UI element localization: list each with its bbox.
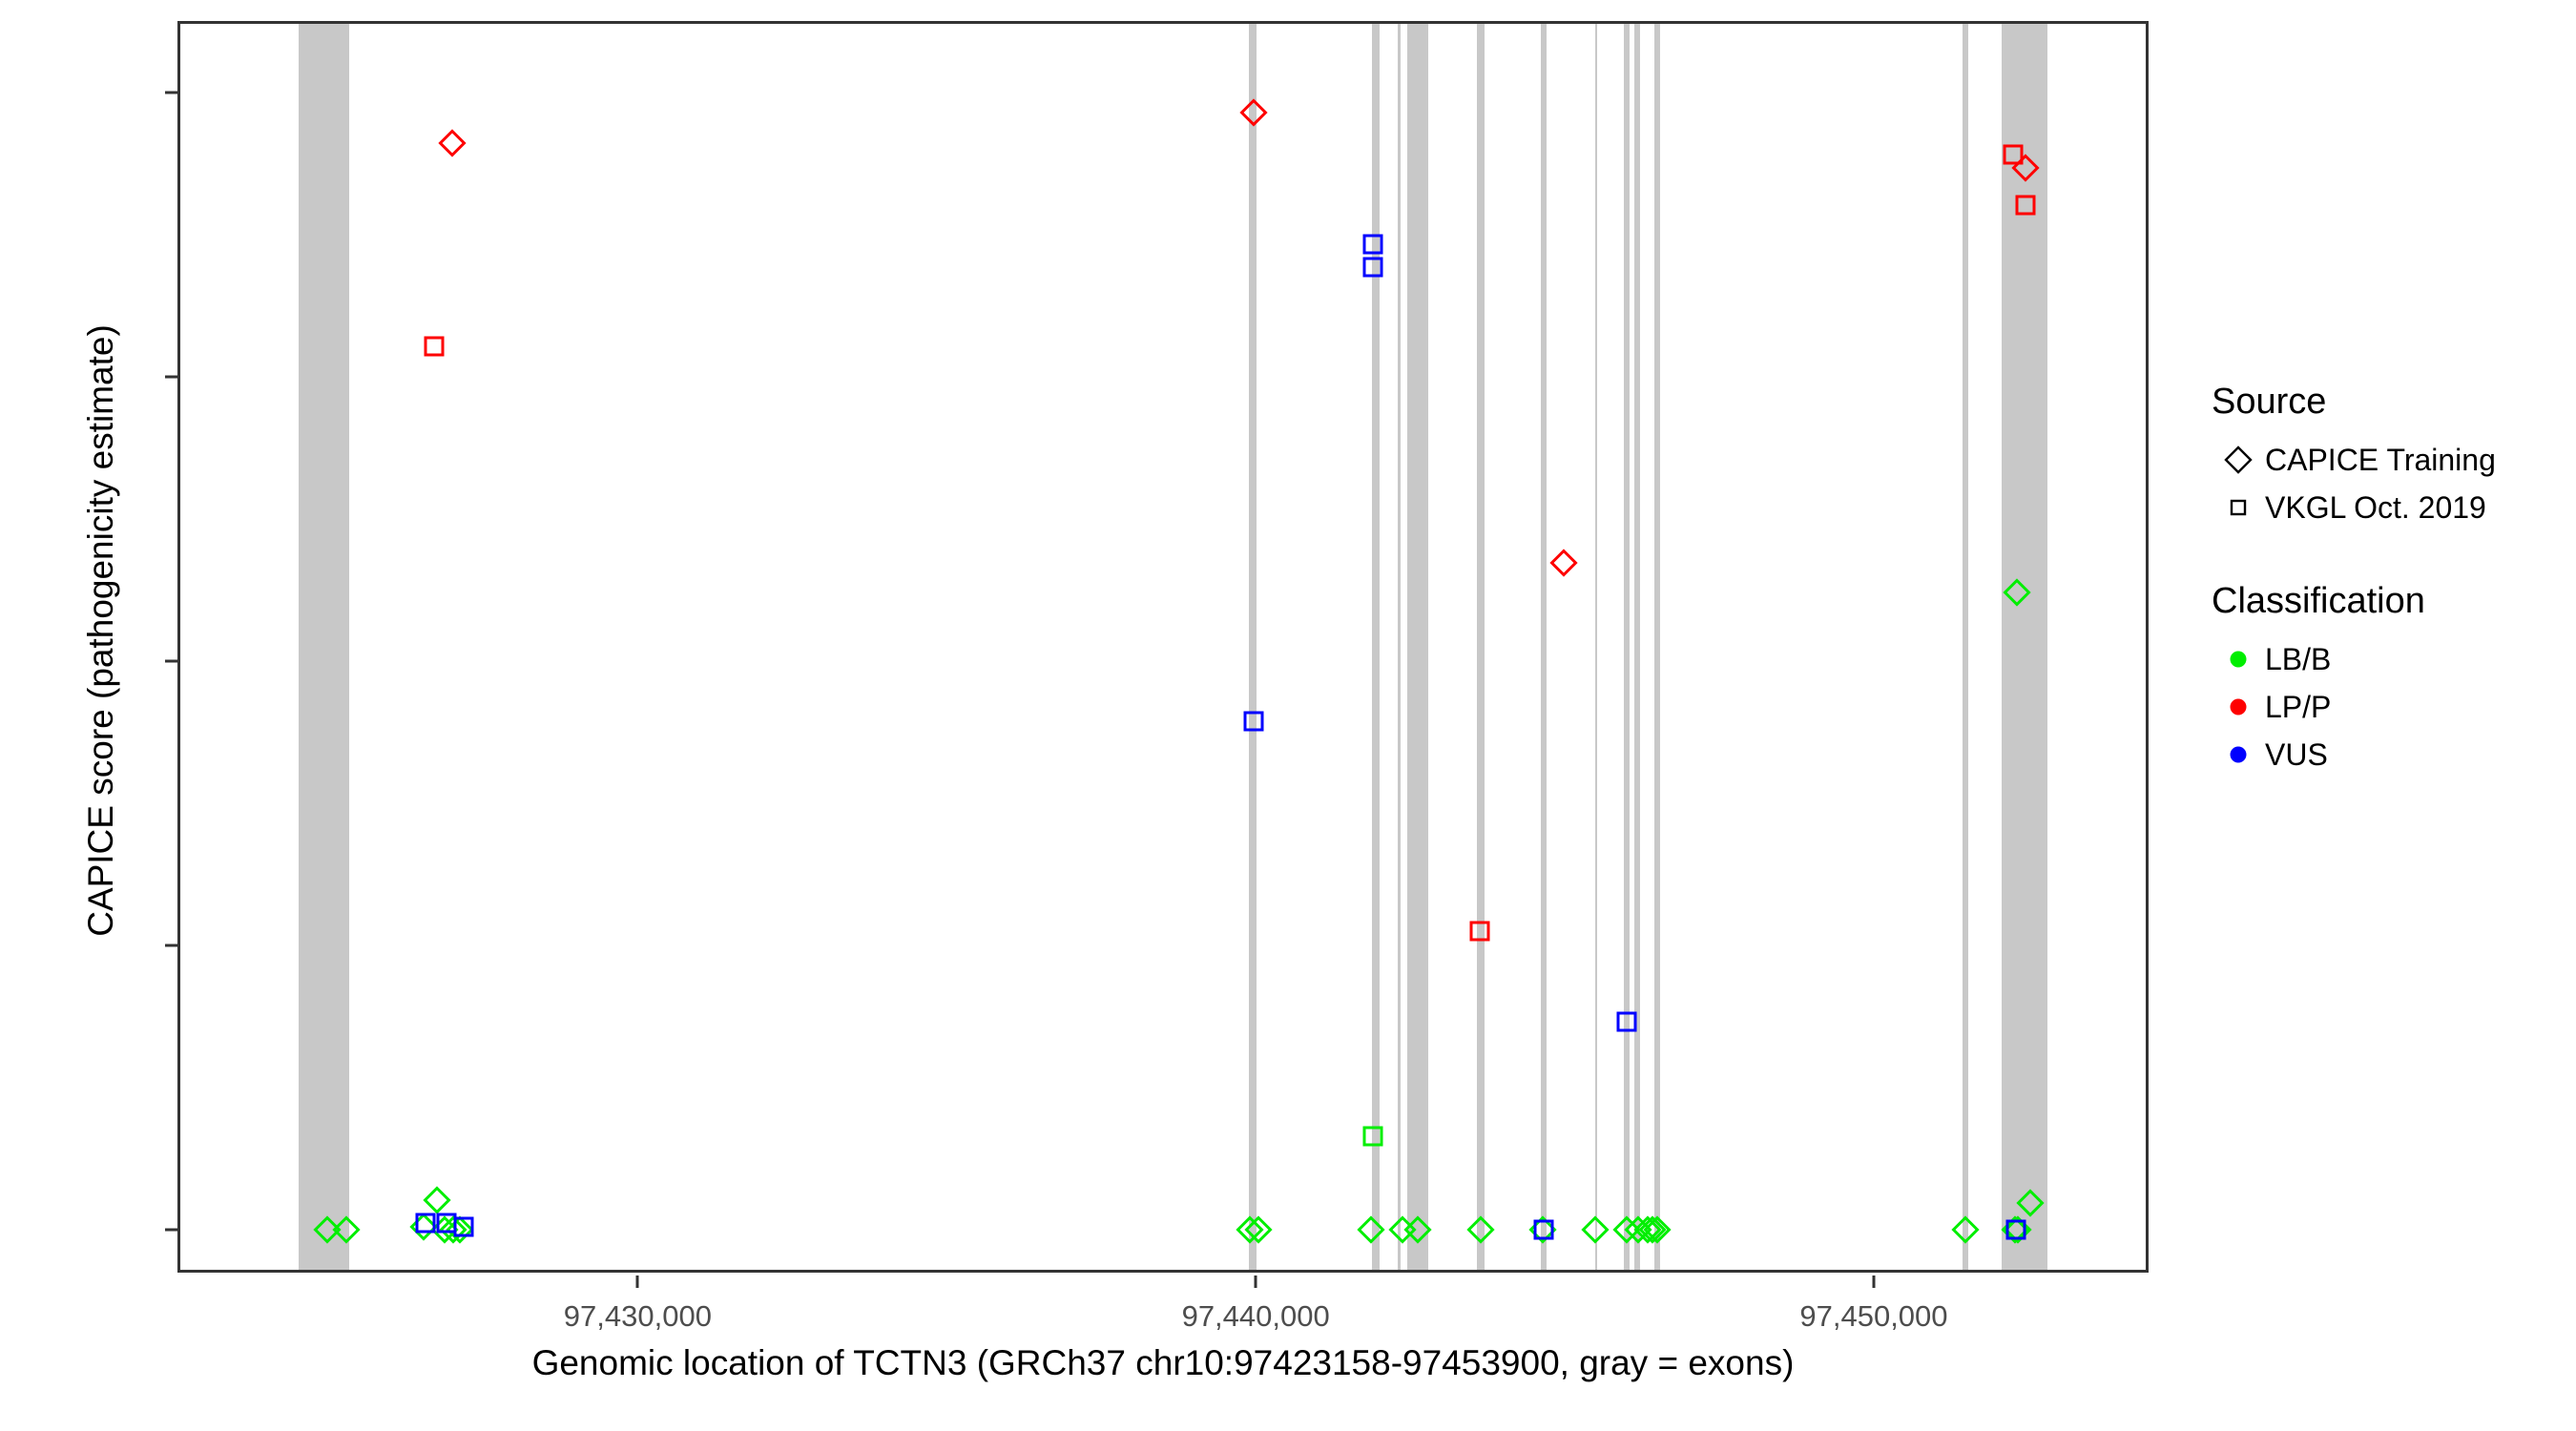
exon-band <box>1540 24 1547 1270</box>
data-point[interactable] <box>1611 1006 1642 1037</box>
data-point[interactable] <box>1402 1214 1433 1245</box>
data-point[interactable] <box>1548 548 1579 578</box>
data-point[interactable] <box>1235 1214 1265 1245</box>
y-axis-title: CAPICE score (pathogenicity estimate) <box>81 324 120 937</box>
data-point[interactable] <box>438 1214 468 1245</box>
legend-label-vus: VUS <box>2265 736 2328 772</box>
legend-label-lp-p: LP/P <box>2265 689 2332 724</box>
data-point[interactable] <box>422 1185 452 1215</box>
x-tick-label: 97,440,000 <box>1181 1299 1330 1333</box>
legend-group-source: Source CAPICE Training VKGL Oct. 2019 <box>2212 382 2565 531</box>
data-point[interactable] <box>1632 1214 1663 1245</box>
legend-item-capice-training[interactable]: CAPICE Training <box>2212 436 2565 484</box>
data-point[interactable] <box>1637 1214 1668 1245</box>
y-tick-mark <box>165 375 177 379</box>
x-tick-mark <box>635 1275 639 1288</box>
data-point[interactable] <box>410 1208 441 1238</box>
x-tick-label: 97,450,000 <box>1799 1299 1948 1333</box>
legend-group-classification: Classification LB/B LP/P <box>2212 581 2565 778</box>
x-tick-mark <box>1872 1275 1876 1288</box>
data-point[interactable] <box>312 1214 343 1245</box>
y-tick-mark <box>165 91 177 94</box>
exon-band <box>1624 24 1631 1270</box>
y-tick-mark <box>165 1228 177 1232</box>
diamond-icon <box>2212 444 2265 476</box>
exon-band <box>1477 24 1485 1270</box>
legend-title-classification: Classification <box>2212 581 2425 621</box>
data-point[interactable] <box>2015 1188 2046 1218</box>
y-tick-mark <box>165 659 177 663</box>
data-point[interactable] <box>1243 1214 1274 1245</box>
exon-band <box>2002 24 2047 1270</box>
data-point[interactable] <box>1238 706 1269 736</box>
plot-area <box>177 21 2149 1273</box>
data-point[interactable] <box>1356 1214 1386 1245</box>
data-point[interactable] <box>1950 1214 1981 1245</box>
data-point[interactable] <box>331 1214 362 1245</box>
circle-icon-lb-b <box>2212 643 2265 675</box>
exon-band <box>1594 24 1598 1270</box>
data-point[interactable] <box>2010 190 2041 220</box>
x-tick-mark <box>1254 1275 1257 1288</box>
x-tick-label: 97,430,000 <box>563 1299 712 1333</box>
exon-band <box>298 24 350 1270</box>
data-point[interactable] <box>437 128 467 158</box>
data-point[interactable] <box>448 1212 479 1242</box>
exon-band <box>1249 24 1257 1270</box>
exon-band <box>1406 24 1428 1270</box>
circle-icon-vus <box>2212 738 2265 771</box>
legend-title-source: Source <box>2212 382 2327 422</box>
x-axis-title: Genomic location of TCTN3 (GRCh37 chr10:… <box>531 1343 1795 1382</box>
data-point[interactable] <box>1465 1214 1496 1245</box>
square-icon <box>2212 491 2265 524</box>
exon-band <box>1654 24 1660 1270</box>
data-point[interactable] <box>1358 229 1388 259</box>
exon-band <box>1963 24 1969 1270</box>
exon-band <box>1634 24 1641 1270</box>
legend-label-lb-b: LB/B <box>2265 641 2332 676</box>
legend-item-lp-p[interactable]: LP/P <box>2212 683 2565 731</box>
chart-legend: Source CAPICE Training VKGL Oct. 2019 <box>2212 382 2565 828</box>
exon-band <box>1371 24 1381 1270</box>
data-point[interactable] <box>1358 1121 1388 1151</box>
data-point[interactable] <box>419 331 449 362</box>
data-point[interactable] <box>1238 97 1269 128</box>
data-point[interactable] <box>1465 916 1495 946</box>
plot-canvas <box>180 24 2146 1270</box>
legend-label-capice-training: CAPICE Training <box>2265 442 2496 477</box>
data-point[interactable] <box>1580 1214 1610 1245</box>
data-point[interactable] <box>1611 1214 1642 1245</box>
data-point[interactable] <box>1642 1214 1672 1245</box>
legend-label-vkgl: VKGL Oct. 2019 <box>2265 489 2486 525</box>
data-point[interactable] <box>1358 252 1388 282</box>
exon-band <box>1397 24 1402 1270</box>
data-point[interactable] <box>1528 1214 1559 1245</box>
legend-item-vkgl[interactable]: VKGL Oct. 2019 <box>2212 484 2565 531</box>
data-point[interactable] <box>445 1214 475 1245</box>
legend-item-lb-b[interactable]: LB/B <box>2212 635 2565 683</box>
legend-item-vus[interactable]: VUS <box>2212 731 2565 778</box>
y-tick-mark <box>165 944 177 947</box>
data-point[interactable] <box>2002 577 2032 608</box>
data-point[interactable] <box>2001 1214 2031 1245</box>
circle-icon-lp-p <box>2212 691 2265 723</box>
data-point[interactable] <box>1998 139 2028 170</box>
